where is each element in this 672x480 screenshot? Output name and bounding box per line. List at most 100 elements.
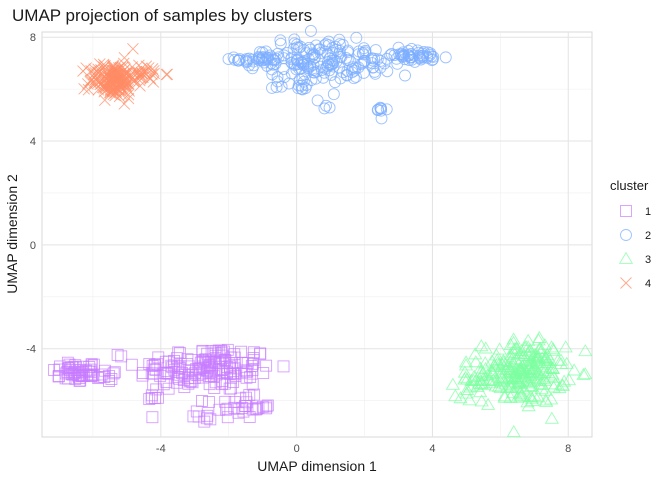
series-cluster-3 — [445, 330, 593, 438]
data-point — [458, 355, 474, 368]
data-point — [509, 371, 524, 384]
data-point — [350, 31, 363, 44]
data-point — [466, 373, 481, 386]
data-point — [161, 68, 174, 81]
data-point — [468, 355, 483, 368]
data-point — [566, 363, 582, 376]
data-point — [274, 34, 287, 47]
data-point — [132, 66, 145, 78]
data-point — [224, 371, 237, 384]
data-point — [538, 357, 554, 370]
data-point — [257, 367, 270, 380]
data-point — [260, 359, 273, 372]
data-point — [334, 72, 347, 85]
data-point — [202, 396, 215, 408]
data-point — [546, 370, 561, 383]
data-point — [288, 37, 301, 50]
data-point — [474, 368, 489, 382]
data-point — [527, 347, 542, 361]
legend-key-1 — [620, 205, 632, 217]
data-point — [490, 356, 505, 369]
data-point — [88, 68, 100, 81]
data-point — [578, 344, 593, 357]
data-point — [486, 373, 501, 386]
data-point — [260, 45, 272, 58]
data-point — [517, 383, 533, 396]
data-point — [199, 353, 212, 366]
data-point — [359, 46, 372, 59]
data-point — [294, 40, 307, 53]
data-point — [311, 94, 324, 107]
data-point — [505, 379, 520, 392]
legend-key-3 — [618, 251, 634, 264]
data-point — [507, 342, 522, 355]
data-point — [173, 362, 186, 375]
data-point — [125, 358, 138, 371]
data-point — [473, 385, 488, 398]
data-point — [371, 53, 384, 66]
data-point — [105, 80, 117, 93]
data-point — [525, 364, 541, 377]
data-point — [215, 346, 228, 359]
data-point — [160, 376, 173, 389]
series-cluster-2 — [222, 24, 452, 125]
data-point — [374, 61, 387, 74]
x-axis-title: UMAP dimension 1 — [257, 458, 377, 474]
data-point — [106, 85, 119, 98]
data-point — [196, 367, 209, 380]
data-point — [496, 360, 512, 373]
data-point — [340, 52, 353, 64]
data-point — [296, 83, 309, 96]
data-point — [347, 61, 359, 74]
data-point — [150, 383, 163, 396]
data-point — [513, 389, 528, 402]
data-point — [304, 24, 317, 37]
data-point — [384, 49, 397, 62]
data-point — [552, 380, 567, 394]
data-point — [118, 98, 131, 110]
data-point — [247, 352, 260, 365]
data-point — [335, 50, 348, 63]
data-point — [109, 69, 122, 81]
data-point — [399, 69, 411, 82]
data-point — [523, 353, 538, 366]
data-point — [112, 78, 125, 91]
data-point — [82, 83, 95, 96]
data-point — [543, 369, 558, 382]
data-point — [288, 58, 301, 70]
axis-ticks: -4 0 4 8 -4 0 4 8 — [26, 32, 571, 455]
data-point — [503, 390, 518, 403]
data-point — [467, 369, 482, 382]
data-point — [390, 52, 403, 65]
data-point — [380, 52, 393, 65]
data-point — [503, 378, 518, 391]
data-point — [238, 364, 251, 377]
data-point — [458, 358, 474, 371]
legend-key-2 — [620, 229, 632, 241]
data-point — [404, 48, 417, 60]
data-point — [310, 39, 323, 52]
data-point — [476, 372, 491, 385]
data-point — [538, 373, 553, 386]
data-point — [146, 411, 159, 424]
data-point — [261, 399, 274, 412]
data-point — [544, 340, 559, 353]
data-point — [205, 345, 218, 357]
data-point — [80, 62, 92, 74]
data-point — [176, 367, 188, 379]
data-point — [182, 377, 195, 390]
data-point — [278, 71, 291, 84]
data-point — [533, 377, 548, 390]
data-point — [285, 51, 298, 64]
data-point — [439, 51, 452, 64]
data-point — [494, 366, 509, 379]
data-point — [374, 102, 387, 115]
data-point — [146, 63, 159, 75]
data-point — [122, 83, 135, 96]
data-point — [326, 46, 339, 59]
data-point — [506, 335, 521, 348]
data-point — [248, 388, 261, 401]
legend-label: 1 — [645, 206, 651, 218]
data-point — [89, 73, 102, 86]
